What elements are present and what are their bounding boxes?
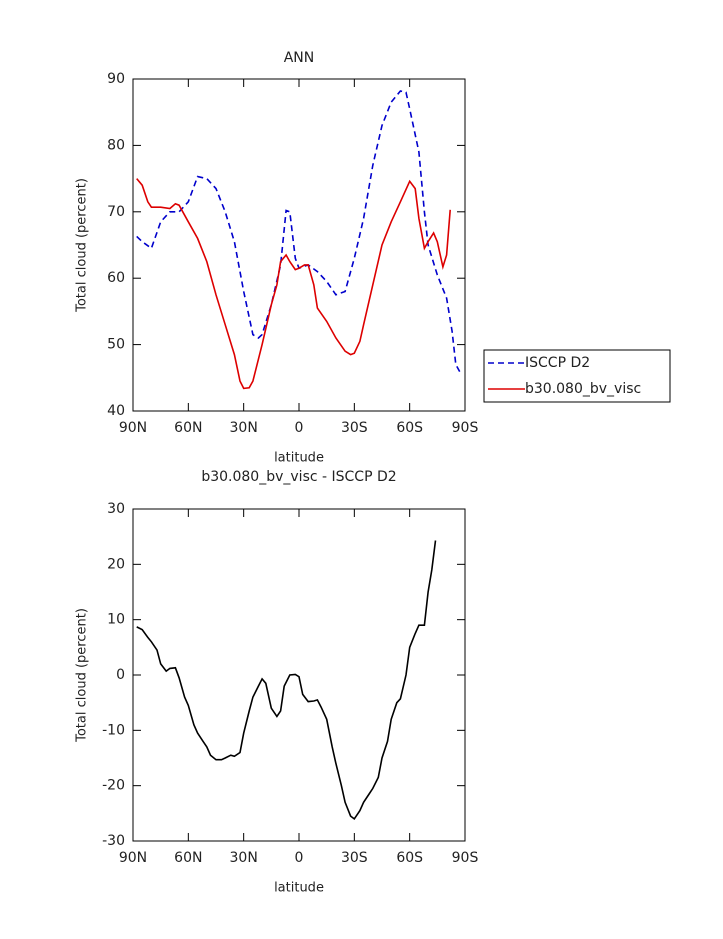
legend-label: b30.080_bv_visc	[525, 381, 641, 397]
y-tick-label: 80	[107, 137, 125, 153]
chart-title: b30.080_bv_visc - ISCCP D2	[201, 469, 396, 485]
y-tick-label: 10	[107, 612, 125, 628]
y-tick-label: 20	[107, 556, 125, 572]
legend-box	[483, 349, 671, 403]
x-tick-label: 30N	[230, 850, 258, 866]
x-tick-label: 60N	[174, 420, 202, 436]
x-tick-label: 90N	[119, 850, 147, 866]
x-tick-label: 60S	[396, 420, 423, 436]
plot-frame	[132, 78, 466, 412]
y-tick-label: 30	[107, 501, 125, 517]
plot-frame	[132, 508, 466, 842]
y-tick-label: 0	[116, 667, 125, 683]
x-tick-label: 0	[295, 420, 304, 436]
y-tick-label: -30	[102, 833, 125, 849]
x-tick-label: 90N	[119, 420, 147, 436]
x-axis-label: latitude	[274, 451, 324, 466]
x-tick-label: 30N	[230, 420, 258, 436]
x-tick-label: 90S	[452, 420, 479, 436]
y-tick-label: -20	[102, 778, 125, 794]
data-line	[136, 90, 463, 375]
y-tick-label: 60	[107, 270, 125, 286]
chart-title: ANN	[284, 50, 315, 66]
y-tick-label: 40	[107, 403, 125, 419]
y-axis-label: Total cloud (percent)	[75, 178, 90, 313]
x-tick-label: 30S	[341, 420, 368, 436]
x-tick-label: 60S	[396, 850, 423, 866]
y-axis-label: Total cloud (percent)	[75, 608, 90, 743]
y-tick-label: -10	[102, 722, 125, 738]
data-line	[136, 540, 437, 821]
x-tick-label: 0	[295, 850, 304, 866]
x-axis-label: latitude	[274, 881, 324, 896]
data-line	[136, 178, 451, 390]
legend-label: ISCCP D2	[525, 355, 590, 371]
x-tick-label: 60N	[174, 850, 202, 866]
x-tick-label: 90S	[452, 850, 479, 866]
x-tick-label: 30S	[341, 850, 368, 866]
y-tick-label: 50	[107, 337, 125, 353]
y-tick-label: 90	[107, 71, 125, 87]
y-tick-label: 70	[107, 204, 125, 220]
